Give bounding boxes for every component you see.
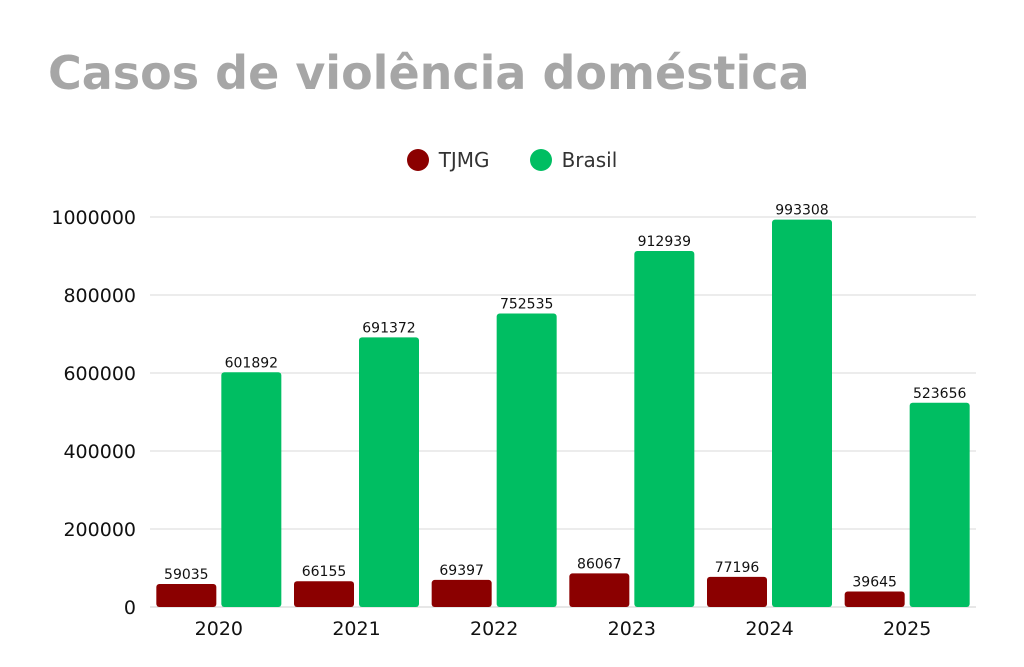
- x-tick-label: 2024: [745, 618, 793, 640]
- bar-brasil-2021: [359, 337, 419, 607]
- legend-label-brasil: Brasil: [561, 148, 618, 172]
- y-tick-label: 0: [124, 597, 136, 619]
- bar-tjmg-2021: [294, 581, 354, 607]
- y-tick-label: 400000: [63, 441, 136, 463]
- x-tick-label: 2020: [195, 618, 243, 640]
- chart-legend: TJMG Brasil: [0, 148, 1024, 172]
- bar-brasil-2020: [221, 372, 282, 607]
- chart-title: Casos de violência doméstica: [48, 46, 810, 100]
- bar-brasil-2023: [634, 250, 695, 607]
- data-label: 69397: [439, 563, 484, 579]
- legend-item-brasil: Brasil: [529, 148, 618, 172]
- y-tick-label: 800000: [63, 285, 136, 307]
- bar-tjmg-2025: [844, 591, 905, 607]
- y-tick-label: 600000: [63, 363, 136, 385]
- data-label: 912939: [638, 234, 691, 250]
- data-label: 66155: [302, 564, 347, 580]
- bar-tjmg-2020: [156, 583, 217, 607]
- bar-brasil-2024: [772, 219, 832, 608]
- x-tick-label: 2022: [470, 618, 518, 640]
- bar-tjmg-2024: [707, 576, 767, 607]
- data-label: 601892: [225, 355, 278, 371]
- bar-tjmg-2023: [569, 573, 630, 607]
- data-label: 59035: [164, 567, 209, 583]
- x-tick-label: 2023: [608, 618, 656, 640]
- x-tick-label: 2025: [883, 618, 931, 640]
- x-tick-label: 2021: [332, 618, 380, 640]
- bar-brasil-2022: [496, 313, 557, 607]
- legend-item-tjmg: TJMG: [406, 148, 490, 172]
- data-label: 86067: [577, 556, 622, 572]
- legend-swatch-tjmg: [406, 149, 429, 171]
- legend-swatch-brasil: [529, 149, 552, 171]
- data-label: 752535: [500, 297, 553, 313]
- data-label: 691372: [362, 320, 415, 336]
- data-label: 523656: [913, 386, 967, 402]
- y-tick-label: 1000000: [51, 207, 136, 229]
- data-label: 993308: [775, 203, 828, 219]
- legend-label-tjmg: TJMG: [438, 148, 490, 172]
- data-label: 39645: [852, 575, 897, 591]
- bar-brasil-2025: [909, 402, 970, 607]
- data-label: 77196: [715, 560, 760, 576]
- y-tick-label: 200000: [63, 519, 136, 541]
- bar-tjmg-2022: [431, 579, 492, 607]
